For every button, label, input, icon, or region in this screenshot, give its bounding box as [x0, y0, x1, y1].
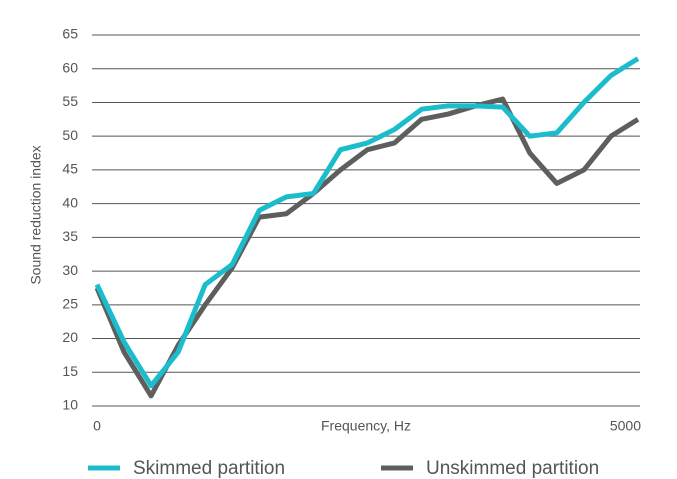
y-tick-label: 60: [62, 59, 78, 75]
x-tick-label: 5000: [610, 418, 641, 434]
legend-label: Unskimmed partition: [426, 458, 599, 479]
x-axis-label: Frequency, Hz: [321, 418, 411, 434]
legend-label: Skimmed partition: [133, 458, 285, 479]
y-tick-label: 65: [62, 26, 78, 42]
y-tick-label: 30: [62, 262, 78, 278]
y-tick-label: 40: [62, 194, 78, 210]
series-line: [94, 56, 640, 389]
y-tick-label: 35: [62, 228, 78, 244]
y-tick-label: 45: [62, 161, 78, 177]
y-axis-label: Sound reduction index: [28, 145, 44, 284]
y-tick-label: 15: [62, 363, 78, 379]
y-tick-label: 10: [62, 397, 78, 413]
x-tick-label: 0: [93, 418, 101, 434]
y-tick-label: 50: [62, 127, 78, 143]
y-tick-label: 55: [62, 93, 78, 109]
y-tick-label: 20: [62, 329, 78, 345]
y-tick-label: 25: [62, 296, 78, 312]
